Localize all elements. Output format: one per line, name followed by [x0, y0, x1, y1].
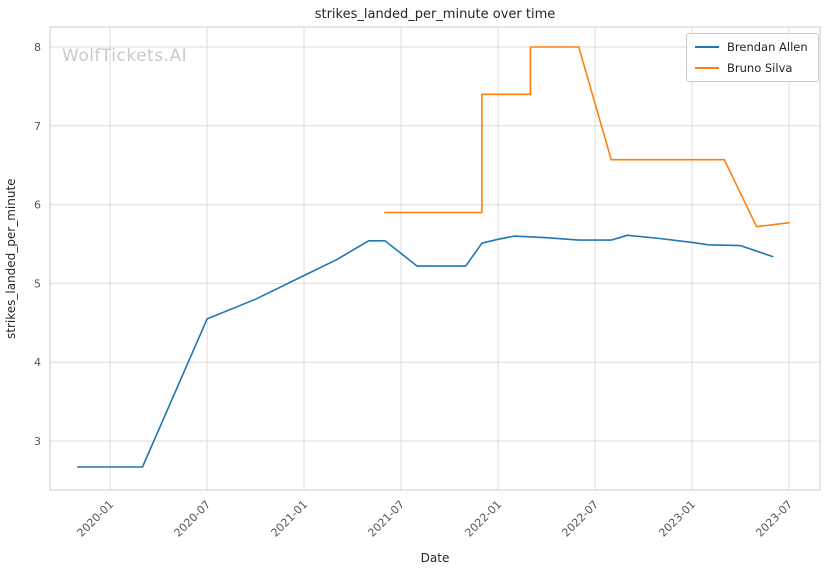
svg-text:5: 5 [34, 277, 41, 290]
svg-text:2023-07: 2023-07 [753, 498, 795, 540]
svg-text:2021-01: 2021-01 [269, 498, 311, 540]
svg-text:8: 8 [34, 41, 41, 54]
watermark: WolfTickets.AI [62, 46, 188, 66]
legend-label: Brendan Allen [727, 40, 808, 54]
legend-line-swatch [695, 67, 719, 69]
svg-text:6: 6 [34, 199, 41, 212]
x-axis-label: Date [420, 551, 450, 565]
svg-text:3: 3 [34, 435, 41, 448]
svg-text:2022-07: 2022-07 [559, 498, 601, 540]
legend-item: Brendan Allen [695, 40, 808, 54]
chart-title: strikes_landed_per_minute over time [314, 7, 556, 22]
svg-text:2020-01: 2020-01 [75, 498, 117, 540]
svg-text:7: 7 [34, 120, 41, 133]
svg-text:2021-07: 2021-07 [365, 498, 407, 540]
y-axis-label: strikes_landed_per_minute [4, 178, 18, 339]
legend-item: Bruno Silva [695, 61, 808, 75]
svg-text:2020-07: 2020-07 [172, 498, 214, 540]
legend-line-swatch [695, 46, 719, 48]
svg-text:4: 4 [34, 356, 41, 369]
svg-text:2023-01: 2023-01 [656, 498, 698, 540]
legend-label: Bruno Silva [727, 61, 793, 75]
svg-text:2022-01: 2022-01 [462, 498, 504, 540]
legend: Brendan Allen Bruno Silva [686, 33, 819, 82]
